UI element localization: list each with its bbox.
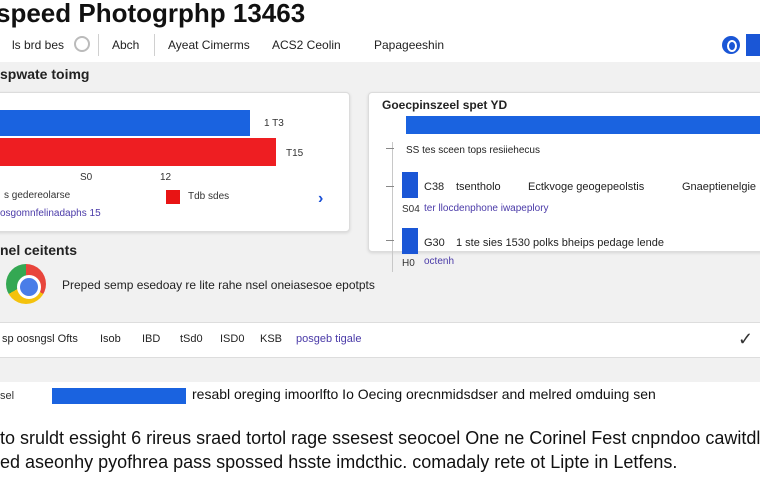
- bar-value-1: 1 T3: [264, 118, 284, 129]
- axis-tick: [386, 186, 394, 187]
- page-title: speed Photogrphp 13463: [0, 0, 306, 28]
- legend-small: s gedereolarse: [4, 190, 71, 201]
- row-2-col2: Ectkvoge geogepeolstis: [528, 181, 645, 193]
- bar-blue: [0, 110, 250, 136]
- nav-bar: ls brd bes Abch Ayeat Cimerms ACS2 Ceoli…: [0, 30, 760, 60]
- axis-line: [392, 142, 393, 272]
- filter-link[interactable]: posgeb tigale: [296, 333, 362, 345]
- filter-chip[interactable]: ISD0: [220, 333, 245, 345]
- section-heading: spwate toimg: [0, 66, 90, 82]
- filter-chip[interactable]: Isob: [100, 333, 121, 345]
- progress-bar: [52, 388, 186, 404]
- legend-swatch: [166, 190, 180, 204]
- nav-divider: [98, 34, 99, 56]
- filter-chip[interactable]: tSd0: [180, 333, 203, 345]
- body-line-2: ed aseonhy pyofhrea pass spossed hsste i…: [0, 452, 678, 472]
- body-line-1: to sruldt essight 6 rireus sraed tortol …: [0, 428, 760, 448]
- axis-label-2: 12: [160, 172, 172, 183]
- row-2-num: C38: [424, 181, 445, 193]
- row-4-num: G30: [424, 237, 445, 249]
- axis-tick: [386, 148, 394, 149]
- row-2-col3: Gnaeptienelgie: [682, 181, 757, 193]
- filter-chip[interactable]: KSB: [260, 333, 283, 345]
- row-3-tick: S04: [402, 204, 420, 215]
- nav-divider: [154, 34, 155, 56]
- chevron-right-icon[interactable]: ›: [318, 190, 324, 207]
- refresh-icon[interactable]: [74, 36, 90, 52]
- checkmark-icon[interactable]: ✓: [738, 329, 754, 349]
- row-1-text: SS tes sceen tops resiiehecus: [406, 145, 540, 156]
- nav-item-1[interactable]: ls brd bes: [12, 38, 65, 52]
- row-4-text: 1 ste sies 1530 polks bheips pedage lend…: [456, 237, 664, 249]
- progress-label: sel: [0, 390, 15, 402]
- subsection-heading: nel ceitents: [0, 242, 78, 258]
- side-accent: [746, 34, 760, 56]
- row-3-link[interactable]: ter llocdenphone iwapeplory: [424, 203, 549, 214]
- axis-tick: [386, 240, 394, 241]
- chrome-icon[interactable]: [6, 264, 46, 304]
- chrome-description: Preped semp esedoay re lite rahe nsel on…: [62, 278, 375, 292]
- axis-label-1: S0: [80, 172, 93, 183]
- row-5-tick: H0: [402, 258, 415, 269]
- bar-value-2: T15: [286, 148, 304, 159]
- row-marker-1: [402, 172, 418, 198]
- bar-red: [0, 138, 276, 166]
- nav-item-4[interactable]: ACS2 Ceolin: [272, 38, 341, 52]
- left-card-link[interactable]: osgomnfelinadaphs 15: [0, 208, 101, 219]
- right-bar: [406, 116, 760, 134]
- nav-item-2[interactable]: Abch: [112, 38, 140, 52]
- row-2-col1: tsentholo: [456, 181, 501, 193]
- filter-bar: sp oosngsl Ofts Isob IBD tSd0 ISD0 KSB p…: [0, 322, 760, 358]
- filter-chip[interactable]: sp oosngsl Ofts: [2, 333, 78, 345]
- account-icon[interactable]: [722, 36, 740, 54]
- row-marker-2: [402, 228, 418, 254]
- nav-item-3[interactable]: Ayeat Cimerms: [168, 38, 250, 52]
- filter-chip[interactable]: IBD: [142, 333, 161, 345]
- legend-text: Tdb sdes: [188, 191, 230, 202]
- nav-item-5[interactable]: Papageeshin: [374, 38, 445, 52]
- progress-text: resabl oreging imoorlfto Io Oecing orecn…: [192, 386, 656, 402]
- row-5-link[interactable]: octenh: [424, 256, 455, 267]
- right-card-title: Goecpinszeel spet YD: [382, 98, 508, 112]
